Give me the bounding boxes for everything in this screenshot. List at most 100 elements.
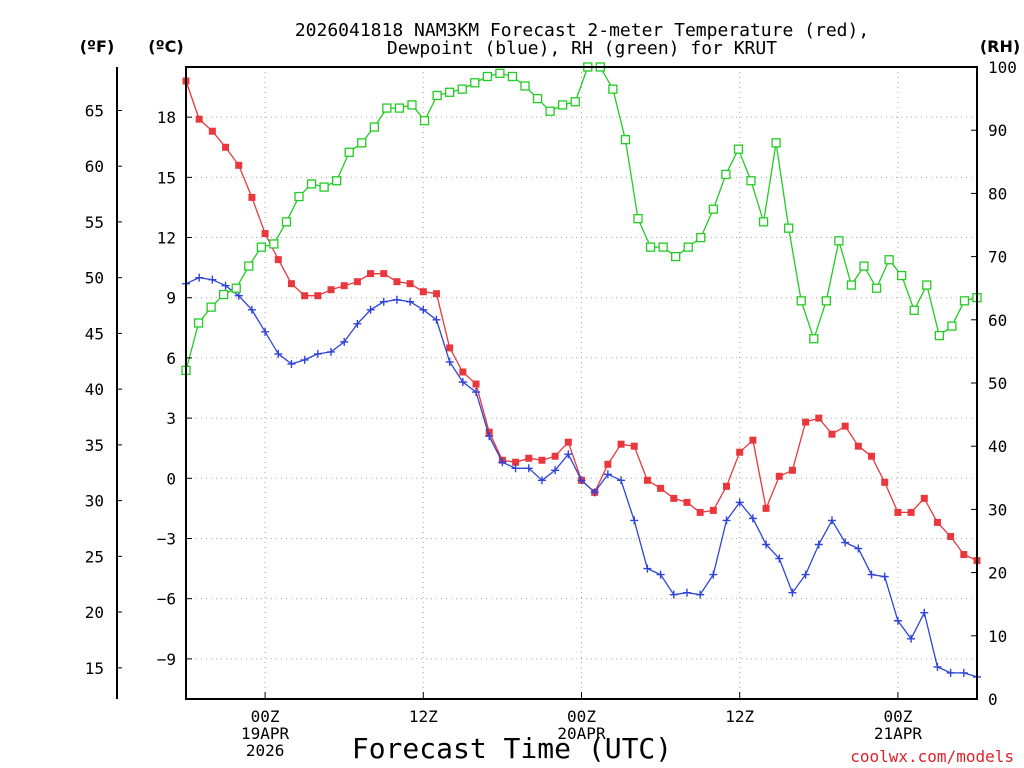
x-tick-label: 19APR — [241, 724, 290, 743]
dewpoint-point — [880, 572, 889, 581]
rh-series — [181, 62, 982, 376]
temperature-point — [512, 458, 520, 466]
temperature-point — [933, 518, 941, 526]
temperature-point — [327, 286, 335, 294]
temperature-point — [709, 506, 717, 514]
temperature-point — [208, 127, 216, 135]
dewpoint-series — [182, 273, 981, 681]
rh-point — [457, 84, 467, 94]
temperature-point — [749, 436, 757, 444]
fahrenheit-tick-label: 45 — [85, 324, 104, 343]
celsius-tick-label: 18 — [157, 108, 176, 127]
temperature-point — [274, 256, 282, 264]
temperature-point — [195, 115, 203, 123]
temperature-point — [907, 508, 915, 516]
temperature-point — [604, 460, 612, 468]
rh-point — [193, 318, 204, 328]
rh-tick-label: 70 — [988, 248, 1007, 267]
temperature-point — [314, 292, 322, 300]
temperature-point — [670, 494, 678, 502]
dewpoint-point — [406, 297, 415, 306]
temperature-point — [868, 452, 876, 460]
temperature-point — [854, 442, 862, 450]
temperature-point — [802, 418, 810, 426]
dewpoint-point — [603, 470, 612, 479]
rh-point — [532, 93, 543, 104]
dewpoint-point — [208, 275, 217, 284]
temperature-point — [432, 290, 440, 298]
rh-point — [922, 280, 932, 290]
temperature-point — [657, 484, 665, 492]
dewpoint-point — [762, 540, 771, 549]
celsius-tick-label: −6 — [157, 590, 176, 609]
rh-point — [332, 176, 342, 186]
dewpoint-point — [735, 498, 744, 507]
dewpoint-point — [353, 319, 362, 328]
temperature-point — [736, 448, 744, 456]
temperature-point — [564, 438, 572, 446]
dewpoint-point — [920, 608, 929, 617]
rh-point — [294, 191, 304, 202]
rh-point — [520, 81, 530, 91]
dewpoint-point — [933, 662, 942, 671]
dewpoint-point — [801, 570, 810, 579]
rh-point — [859, 261, 869, 271]
dewpoint-point — [234, 291, 243, 300]
dewpoint-point — [867, 570, 876, 579]
temperature-point — [960, 551, 968, 559]
dewpoint-point — [247, 305, 256, 314]
rh-line — [185, 66, 978, 371]
rh-point — [231, 283, 241, 293]
temperature-point — [235, 161, 243, 169]
rh-point — [344, 147, 354, 157]
rh-point — [733, 144, 744, 154]
dewpoint-point — [300, 355, 309, 364]
rh-tick-label: 0 — [988, 690, 998, 709]
rh-tick-label: 100 — [988, 58, 1017, 77]
rh-tick-label: 10 — [988, 627, 1007, 646]
temperature-point — [894, 508, 902, 516]
dewpoint-point — [722, 516, 731, 525]
dewpoint-point — [472, 388, 481, 397]
dewpoint-point — [841, 538, 850, 547]
dewpoint-point — [959, 668, 968, 677]
dewpoint-point — [537, 476, 546, 485]
rh-point — [708, 204, 718, 214]
dewpoint-point — [564, 450, 573, 459]
credit-link[interactable]: coolwx.com/models — [850, 747, 1014, 766]
dewpoint-point — [669, 590, 678, 599]
fahrenheit-tick-label: 50 — [85, 269, 104, 288]
temperature-point — [301, 292, 309, 300]
rh-point — [809, 334, 819, 344]
chart-title-line-1: 2026041818 NAM3KM Forecast 2-meter Tempe… — [295, 20, 869, 41]
rh-point — [482, 71, 492, 82]
dewpoint-point — [696, 590, 705, 599]
temperature-point — [380, 270, 388, 278]
rh-point — [319, 182, 329, 192]
celsius-tick-label: −3 — [157, 529, 176, 548]
dewpoint-point — [788, 588, 797, 597]
fahrenheit-tick-label: 35 — [85, 436, 104, 455]
dewpoint-point — [630, 516, 639, 525]
rh-point — [683, 242, 693, 252]
dewpoint-point — [221, 281, 230, 290]
dewpoint-point — [366, 305, 375, 314]
rh-tick-label: 50 — [988, 374, 1007, 393]
x-tick-label: 12Z — [409, 707, 438, 726]
x-tick-label: 00Z — [251, 707, 280, 726]
rh-point — [219, 289, 229, 300]
temperature-point — [485, 428, 493, 436]
x-tick-label: 00Z — [883, 707, 912, 726]
x-tick-label: 12Z — [725, 707, 754, 726]
temperature-point — [643, 476, 651, 484]
rh-point — [306, 179, 317, 189]
dewpoint-point — [893, 616, 902, 625]
dewpoint-point — [551, 466, 560, 475]
rh-point — [507, 71, 518, 82]
dewpoint-point — [524, 464, 533, 473]
temperature-point — [841, 422, 849, 430]
temperature-point — [525, 454, 533, 462]
rh-point — [909, 305, 919, 315]
rh-point — [206, 302, 216, 312]
